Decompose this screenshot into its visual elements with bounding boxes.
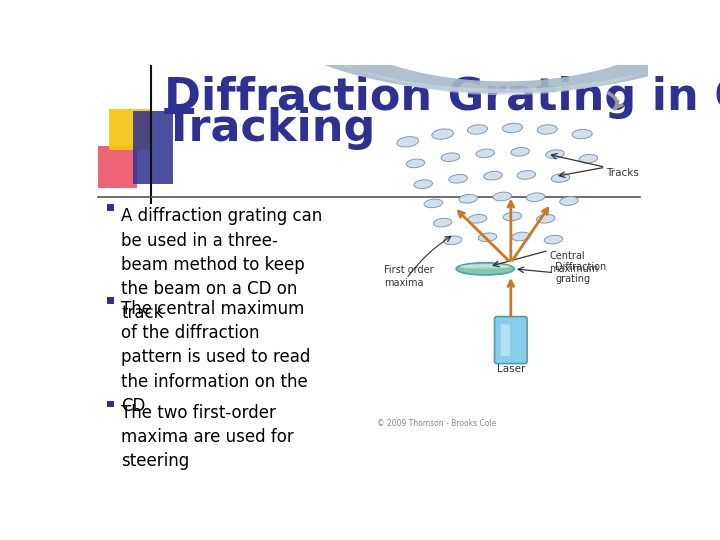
Ellipse shape bbox=[572, 130, 592, 139]
Ellipse shape bbox=[493, 192, 511, 201]
Ellipse shape bbox=[503, 212, 521, 221]
Ellipse shape bbox=[444, 236, 462, 245]
FancyBboxPatch shape bbox=[500, 325, 510, 356]
Text: Laser: Laser bbox=[497, 364, 525, 374]
Bar bbox=[107, 401, 114, 408]
Ellipse shape bbox=[476, 149, 495, 158]
Text: Diffraction
grating: Diffraction grating bbox=[555, 261, 606, 284]
Ellipse shape bbox=[459, 194, 477, 203]
Polygon shape bbox=[290, 42, 719, 95]
Ellipse shape bbox=[406, 159, 425, 168]
Text: The two first-order
maxima are used for
steering: The two first-order maxima are used for … bbox=[121, 403, 294, 470]
Ellipse shape bbox=[468, 214, 487, 223]
Text: Tracks: Tracks bbox=[606, 167, 639, 178]
Ellipse shape bbox=[526, 193, 545, 201]
Text: Tracking: Tracking bbox=[163, 107, 376, 150]
Ellipse shape bbox=[458, 267, 513, 273]
Ellipse shape bbox=[517, 171, 536, 179]
Ellipse shape bbox=[552, 174, 570, 183]
Ellipse shape bbox=[512, 232, 530, 241]
Ellipse shape bbox=[536, 214, 555, 223]
Bar bbox=[107, 204, 114, 211]
Bar bbox=[132, 111, 173, 184]
Text: Diffraction Grating in CD: Diffraction Grating in CD bbox=[163, 76, 720, 119]
Ellipse shape bbox=[397, 137, 418, 147]
Text: © 2009 Thomson - Brooks Cole: © 2009 Thomson - Brooks Cole bbox=[377, 419, 496, 428]
Text: First order
maxima: First order maxima bbox=[384, 265, 434, 288]
Ellipse shape bbox=[503, 123, 523, 133]
Ellipse shape bbox=[478, 233, 497, 241]
Ellipse shape bbox=[441, 153, 459, 161]
Ellipse shape bbox=[424, 199, 443, 208]
Ellipse shape bbox=[432, 129, 454, 139]
Ellipse shape bbox=[484, 171, 503, 180]
Ellipse shape bbox=[449, 174, 467, 183]
Ellipse shape bbox=[456, 262, 514, 275]
Bar bbox=[109, 110, 152, 150]
Ellipse shape bbox=[546, 150, 564, 158]
Ellipse shape bbox=[544, 235, 563, 244]
Text: The central maximum
of the diffraction
pattern is used to read
the information o: The central maximum of the diffraction p… bbox=[121, 300, 310, 415]
Ellipse shape bbox=[511, 147, 529, 156]
Ellipse shape bbox=[433, 218, 452, 227]
FancyBboxPatch shape bbox=[495, 316, 527, 363]
Bar bbox=[98, 146, 137, 188]
Text: A diffraction grating can
be used in a three-
beam method to keep
the beam on a : A diffraction grating can be used in a t… bbox=[121, 207, 323, 322]
Ellipse shape bbox=[414, 180, 433, 188]
Bar bbox=[365, 65, 648, 442]
Ellipse shape bbox=[559, 197, 578, 205]
Polygon shape bbox=[240, 0, 720, 93]
Ellipse shape bbox=[460, 264, 510, 269]
Ellipse shape bbox=[467, 125, 487, 134]
Ellipse shape bbox=[537, 125, 557, 134]
Text: Central
maximum: Central maximum bbox=[549, 251, 599, 274]
Ellipse shape bbox=[579, 154, 598, 163]
Bar bbox=[107, 296, 114, 303]
